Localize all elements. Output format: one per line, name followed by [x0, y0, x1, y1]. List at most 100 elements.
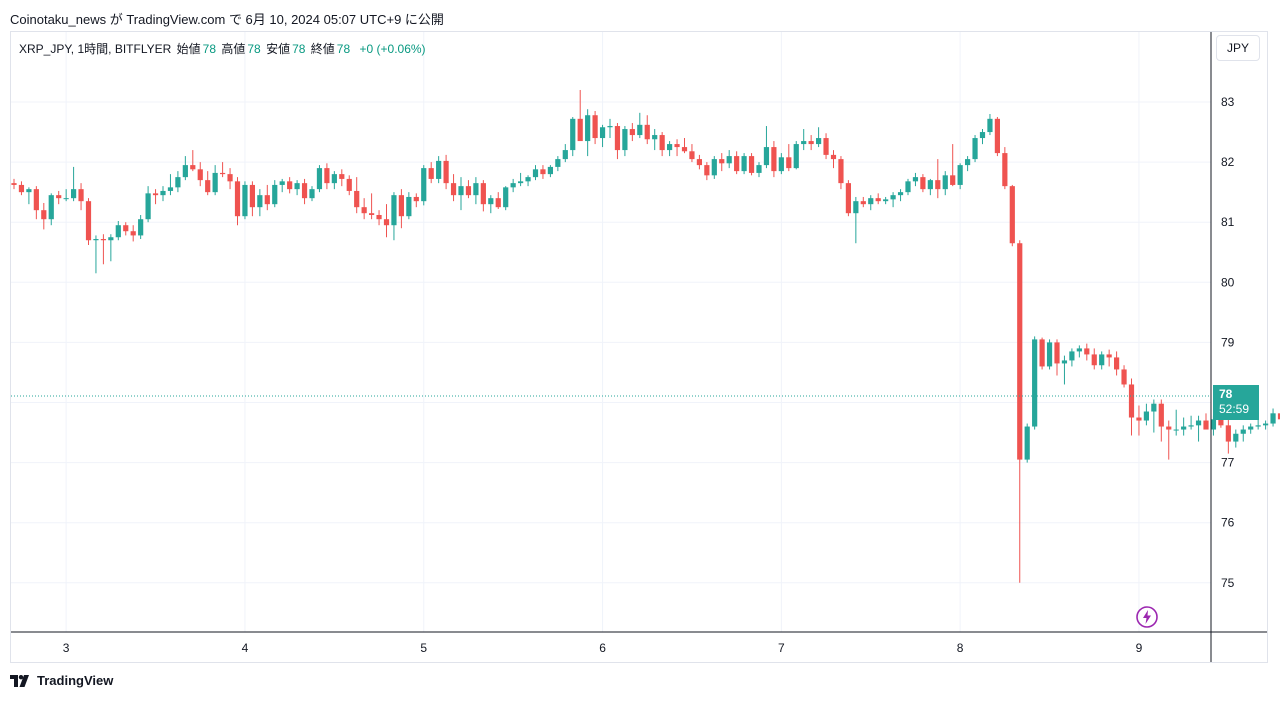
- candle-body: [734, 156, 740, 172]
- candle-body: [190, 165, 196, 170]
- candle-body: [93, 239, 99, 241]
- candle-body: [577, 118, 583, 142]
- x-tick-label: 8: [957, 641, 964, 655]
- symbol-legend: XRP_JPY, 1時間, BITFLYER 始値 78 高値 78 安値 78 終値…: [19, 40, 428, 57]
- candle-body: [1240, 429, 1246, 434]
- currency-button[interactable]: JPY: [1216, 35, 1260, 61]
- candle-body: [1143, 411, 1149, 421]
- candle-body: [257, 195, 263, 208]
- candle-body: [748, 156, 755, 173]
- candle-body: [719, 159, 725, 164]
- candle-body: [1218, 419, 1224, 426]
- candle-body: [383, 219, 390, 226]
- bar-countdown: 52:59: [1219, 402, 1250, 416]
- candle-body: [63, 198, 69, 200]
- y-tick-label: 79: [1221, 335, 1235, 349]
- candle-body: [108, 237, 114, 241]
- candle-body: [570, 118, 576, 151]
- candle-body: [406, 196, 412, 217]
- x-tick-label: 9: [1136, 641, 1143, 655]
- candle-body: [674, 144, 680, 148]
- last-price-tag: 78 52:59: [1213, 385, 1259, 420]
- candle-body: [324, 168, 330, 184]
- candle-body: [138, 219, 144, 236]
- candle-body: [681, 147, 688, 152]
- candle-body: [711, 159, 717, 176]
- x-tick-label: 4: [242, 641, 249, 655]
- candle-body: [972, 138, 978, 160]
- candle-body: [488, 198, 494, 205]
- candle-body: [838, 159, 844, 184]
- candle-body: [994, 118, 1000, 154]
- candle-body: [905, 181, 911, 193]
- candle-body: [741, 156, 747, 172]
- candle-body: [942, 175, 948, 190]
- candle-body: [1151, 403, 1157, 412]
- candle-body: [339, 174, 345, 179]
- candle-body: [875, 198, 881, 202]
- candle-body: [1195, 420, 1202, 426]
- x-tick-label: 7: [778, 641, 785, 655]
- candle-body: [860, 201, 866, 205]
- candle-body: [510, 183, 516, 188]
- candle-body: [920, 177, 926, 190]
- footer-brand: TradingView: [37, 673, 114, 688]
- candle-body: [242, 184, 248, 217]
- candle-body: [786, 157, 792, 169]
- candle-body: [1136, 417, 1142, 421]
- candle-body: [1106, 354, 1112, 358]
- lightning-bolt-icon[interactable]: [1135, 605, 1159, 629]
- y-tick-label: 82: [1221, 155, 1235, 169]
- candle-body: [704, 165, 710, 176]
- candle-body: [369, 213, 375, 215]
- candle-body: [830, 154, 837, 160]
- candle-body: [220, 172, 226, 175]
- candle-body: [1076, 348, 1082, 352]
- candle-body: [249, 184, 255, 208]
- candle-body: [436, 160, 442, 179]
- chart-frame[interactable]: [10, 31, 1268, 663]
- candle-body: [1046, 342, 1053, 367]
- y-tick-label: 83: [1221, 95, 1235, 109]
- candle-body: [167, 187, 174, 191]
- low-value: 78: [292, 42, 306, 56]
- candle-body: [726, 156, 732, 164]
- open-value: 78: [202, 42, 216, 56]
- candle-body: [346, 178, 352, 191]
- candle-body: [234, 181, 241, 217]
- candle-body: [56, 195, 62, 199]
- low-label: 安値: [266, 42, 291, 56]
- candle-body: [652, 135, 658, 140]
- candle-body: [1099, 354, 1105, 366]
- candle-body: [316, 168, 323, 190]
- candle-body: [421, 168, 427, 202]
- candle-body: [614, 126, 621, 151]
- x-tick-label: 6: [599, 641, 606, 655]
- candle-body: [1210, 419, 1217, 430]
- candle-body: [123, 225, 129, 232]
- tradingview-logo-icon: [10, 674, 29, 687]
- candle-body: [965, 159, 971, 166]
- y-tick-label: 76: [1221, 516, 1235, 530]
- candle-body: [1002, 153, 1008, 187]
- candle-body: [823, 138, 829, 155]
- candle-body: [1039, 339, 1045, 367]
- candle-body: [763, 147, 770, 166]
- candle-body: [629, 129, 635, 136]
- candle-body: [354, 190, 360, 208]
- candle-body: [1158, 403, 1164, 427]
- candle-body: [1061, 360, 1068, 364]
- candle-body: [1188, 425, 1194, 427]
- candle-body: [667, 144, 673, 151]
- open-label: 始値: [176, 42, 201, 56]
- publish-caption: Coinotaku_news が TradingView.com で 6月 10…: [10, 12, 444, 27]
- candle-body: [287, 181, 293, 190]
- candle-body: [532, 169, 539, 178]
- candle-body: [883, 199, 889, 202]
- candle-body: [555, 159, 561, 167]
- candle-body: [376, 214, 382, 220]
- candle-body: [689, 151, 695, 160]
- candle-body: [152, 193, 159, 196]
- candle-body: [518, 181, 524, 184]
